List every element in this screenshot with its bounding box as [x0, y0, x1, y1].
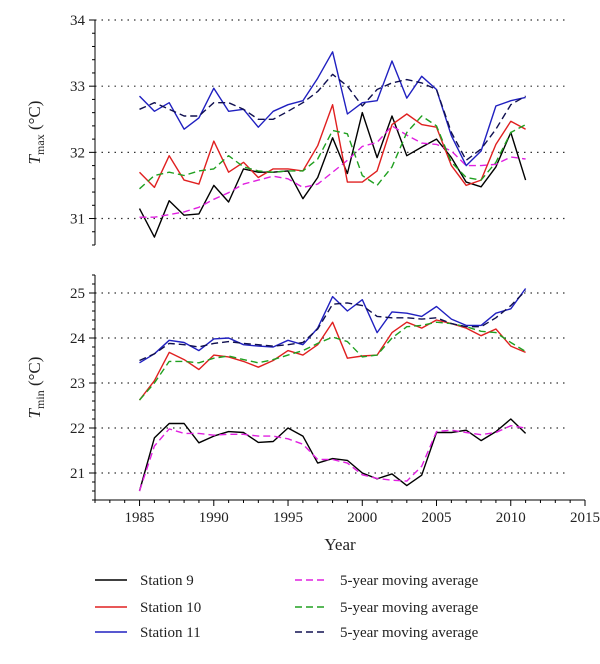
y-tick-label: 34: [70, 13, 86, 29]
x-tick-label: 2000: [347, 510, 377, 526]
y-axis-title-sub: max: [33, 134, 47, 155]
legend-label: Station 11: [140, 625, 201, 641]
legend-label: Station 9: [140, 573, 194, 589]
y-tick-label: 21: [70, 466, 85, 482]
y-tick-label: 25: [70, 286, 85, 302]
y-axis-title-unit: (°C): [25, 101, 44, 135]
y-axis-title-unit: (°C): [25, 357, 44, 391]
y-axis-title: Tmax (°C): [25, 101, 47, 165]
y-axis-title: Tmin (°C): [25, 357, 47, 419]
y-tick-label: 22: [70, 421, 85, 437]
series-line: [139, 288, 527, 364]
legend: Station 9 5-year moving average Station 10…: [95, 573, 479, 641]
x-tick-label: 1985: [125, 510, 155, 526]
series-line: [139, 103, 526, 189]
series-line: [138, 425, 526, 492]
series-line: [138, 111, 527, 238]
y-tick-label: 33: [70, 79, 85, 95]
series-line: [139, 125, 526, 218]
series-line: [138, 319, 526, 401]
x-tick-label: 2005: [422, 510, 452, 526]
legend-label: 5-year moving average: [340, 600, 479, 616]
series-line: [138, 321, 526, 401]
x-tick-label: 1995: [273, 510, 303, 526]
y-tick-label: 31: [70, 212, 85, 228]
y-axis-title-main: T: [25, 407, 44, 418]
y-axis-title-main: T: [25, 153, 44, 164]
y-axis-title-sub: min: [33, 390, 47, 409]
y-tick-label: 24: [70, 331, 86, 347]
panel-tmin: 21 22 23 24 25 Tmin (°C) 1985 1990 1995 2000 2005 2…: [25, 274, 600, 554]
legend-label: Station 10: [140, 600, 201, 616]
x-axis-title: Year: [324, 535, 356, 554]
y-tick-label: 23: [70, 376, 85, 392]
legend-label: 5-year moving average: [340, 573, 479, 589]
x-tick-label: 2010: [496, 510, 526, 526]
series-line: [139, 290, 527, 362]
series-line: [139, 115, 526, 190]
legend-label: 5-year moving average: [340, 625, 479, 641]
x-tick-label: 2015: [570, 510, 600, 526]
series-line: [138, 418, 527, 492]
x-tick-label: 1990: [199, 510, 229, 526]
panel-tmax: 31 32 33 34 Tmax (°C): [25, 13, 565, 246]
series-line: [139, 51, 526, 167]
series-line: [139, 73, 526, 162]
y-tick-label: 32: [70, 145, 85, 161]
